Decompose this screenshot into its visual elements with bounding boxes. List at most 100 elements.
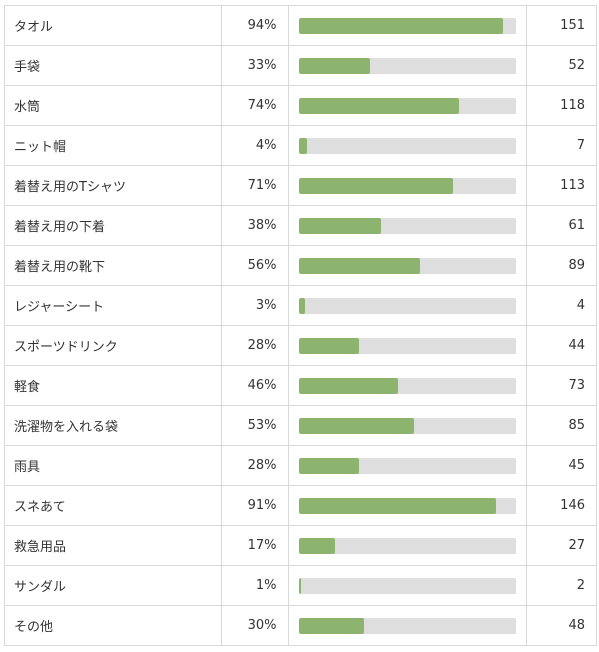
count-label: 85 — [527, 406, 597, 445]
percent-label: 30% — [222, 606, 289, 645]
bar-track — [298, 457, 516, 474]
percent-label: 28% — [222, 326, 289, 365]
item-label: 手袋 — [5, 46, 222, 85]
count-label: 48 — [527, 606, 597, 645]
count-label: 2 — [527, 566, 597, 605]
bar-fill — [298, 57, 371, 74]
bar-fill — [298, 537, 336, 554]
bar-track — [298, 17, 516, 34]
bar-cell — [289, 326, 528, 365]
bar-track — [298, 497, 516, 514]
percent-label: 38% — [222, 206, 289, 245]
bar-track — [298, 417, 516, 434]
bar-track — [298, 177, 516, 194]
count-label: 7 — [527, 126, 597, 165]
item-label: タオル — [5, 6, 222, 45]
table-row: サンダル 1% 2 — [5, 566, 597, 606]
bar-fill — [298, 497, 496, 514]
table-row: 水筒 74% 118 — [5, 86, 597, 126]
bar-track — [298, 377, 516, 394]
bar-cell — [289, 446, 528, 485]
bar-fill — [298, 457, 360, 474]
count-label: 52 — [527, 46, 597, 85]
table-row: レジャーシート 3% 4 — [5, 286, 597, 326]
count-label: 113 — [527, 166, 597, 205]
item-label: 着替え用の靴下 — [5, 246, 222, 285]
table-row: スポーツドリンク 28% 44 — [5, 326, 597, 366]
table-row: タオル 94% 151 — [5, 6, 597, 46]
count-label: 146 — [527, 486, 597, 525]
item-label: レジャーシート — [5, 286, 222, 325]
bar-cell — [289, 246, 528, 285]
bar-cell — [289, 406, 528, 445]
count-label: 61 — [527, 206, 597, 245]
bar-cell — [289, 86, 528, 125]
count-label: 89 — [527, 246, 597, 285]
bar-cell — [289, 206, 528, 245]
bar-fill — [298, 257, 421, 274]
item-label: 洗濯物を入れる袋 — [5, 406, 222, 445]
bar-track — [298, 537, 516, 554]
bar-fill — [298, 617, 364, 634]
item-label: スポーツドリンク — [5, 326, 222, 365]
bar-track — [298, 137, 516, 154]
percent-label: 74% — [222, 86, 289, 125]
bar-track — [298, 337, 516, 354]
bar-cell — [289, 166, 528, 205]
count-label: 118 — [527, 86, 597, 125]
bar-track — [298, 577, 516, 594]
bar-fill — [298, 377, 399, 394]
percent-label: 53% — [222, 406, 289, 445]
bar-fill — [298, 337, 360, 354]
item-label: 雨具 — [5, 446, 222, 485]
bar-track — [298, 617, 516, 634]
count-label: 73 — [527, 366, 597, 405]
count-label: 151 — [527, 6, 597, 45]
percent-label: 28% — [222, 446, 289, 485]
item-label: 着替え用の下着 — [5, 206, 222, 245]
table-row: 着替え用のTシャツ 71% 113 — [5, 166, 597, 206]
table-row: 軽食 46% 73 — [5, 366, 597, 406]
bar-cell — [289, 566, 528, 605]
count-label: 27 — [527, 526, 597, 565]
count-label: 4 — [527, 286, 597, 325]
bar-fill — [298, 17, 503, 34]
item-label: 軽食 — [5, 366, 222, 405]
bar-fill — [298, 577, 301, 594]
count-label: 45 — [527, 446, 597, 485]
bar-track — [298, 297, 516, 314]
percent-label: 56% — [222, 246, 289, 285]
item-label: 水筒 — [5, 86, 222, 125]
count-label: 44 — [527, 326, 597, 365]
bar-fill — [298, 137, 308, 154]
item-label: スネあて — [5, 486, 222, 525]
bar-fill — [298, 217, 381, 234]
bar-fill — [298, 297, 306, 314]
bar-cell — [289, 6, 528, 45]
table-row: 手袋 33% 52 — [5, 46, 597, 86]
bar-cell — [289, 286, 528, 325]
table-row: ニット帽 4% 7 — [5, 126, 597, 166]
item-label: その他 — [5, 606, 222, 645]
percent-label: 17% — [222, 526, 289, 565]
percent-label: 94% — [222, 6, 289, 45]
bar-fill — [298, 177, 453, 194]
bar-fill — [298, 417, 414, 434]
table-row: その他 30% 48 — [5, 606, 597, 646]
bar-cell — [289, 526, 528, 565]
bar-cell — [289, 366, 528, 405]
table-row: 着替え用の下着 38% 61 — [5, 206, 597, 246]
survey-result-table: タオル 94% 151 手袋 33% 52 水筒 74% 118 ニット帽 4% 7 着替え用のTシャツ… — [4, 5, 597, 646]
bar-cell — [289, 486, 528, 525]
table-row: 洗濯物を入れる袋 53% 85 — [5, 406, 597, 446]
table-row: 着替え用の靴下 56% 89 — [5, 246, 597, 286]
percent-label: 4% — [222, 126, 289, 165]
bar-cell — [289, 606, 528, 645]
percent-label: 1% — [222, 566, 289, 605]
table-row: 雨具 28% 45 — [5, 446, 597, 486]
bar-track — [298, 217, 516, 234]
item-label: 救急用品 — [5, 526, 222, 565]
table-row: 救急用品 17% 27 — [5, 526, 597, 566]
percent-label: 3% — [222, 286, 289, 325]
percent-label: 33% — [222, 46, 289, 85]
